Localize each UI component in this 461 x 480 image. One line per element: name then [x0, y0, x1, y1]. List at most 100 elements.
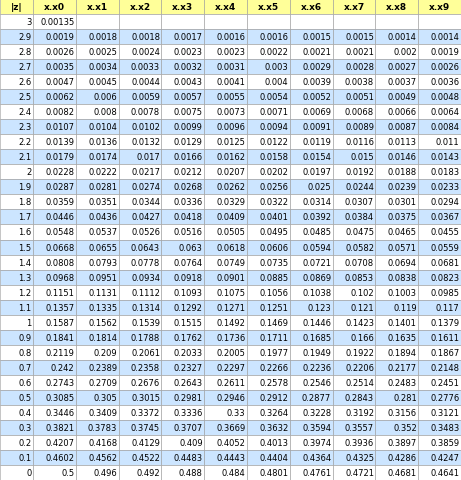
Text: 0.0485: 0.0485: [302, 228, 331, 237]
Text: 0.0436: 0.0436: [88, 213, 117, 222]
Text: 0.3: 0.3: [18, 423, 32, 432]
Text: 0.0244: 0.0244: [345, 183, 374, 192]
Text: 0.0336: 0.0336: [174, 198, 203, 207]
Text: 0.0183: 0.0183: [431, 168, 460, 177]
Bar: [118, 30, 161, 45]
Bar: [33, 390, 76, 405]
Bar: [332, 225, 375, 240]
Bar: [161, 210, 204, 225]
Text: 1.1: 1.1: [18, 303, 32, 312]
Bar: [290, 105, 332, 120]
Text: 0.0075: 0.0075: [174, 108, 203, 117]
Bar: [76, 465, 118, 480]
Text: 0.2981: 0.2981: [174, 393, 203, 402]
Bar: [418, 150, 461, 165]
Bar: [290, 390, 332, 405]
Text: 0.0188: 0.0188: [388, 168, 417, 177]
Text: 1: 1: [26, 318, 32, 327]
Bar: [204, 405, 247, 420]
Bar: [204, 255, 247, 270]
Text: 0.1: 0.1: [18, 453, 32, 462]
Bar: [204, 330, 247, 345]
Text: 0.0197: 0.0197: [302, 168, 331, 177]
Bar: [375, 0, 418, 15]
Text: 0.0043: 0.0043: [174, 78, 203, 87]
Bar: [161, 375, 204, 390]
Text: 0.2912: 0.2912: [260, 393, 289, 402]
Bar: [76, 405, 118, 420]
Bar: [0, 0, 33, 15]
Bar: [375, 360, 418, 375]
Text: 0.011: 0.011: [436, 138, 460, 147]
Bar: [118, 360, 161, 375]
Bar: [247, 30, 290, 45]
Text: 0.1894: 0.1894: [388, 348, 417, 357]
Text: 0.0749: 0.0749: [217, 258, 246, 267]
Bar: [118, 255, 161, 270]
Bar: [247, 165, 290, 180]
Text: 0.2709: 0.2709: [88, 378, 117, 387]
Bar: [33, 405, 76, 420]
Bar: [247, 450, 290, 465]
Text: 0.0222: 0.0222: [89, 168, 117, 177]
Bar: [33, 180, 76, 195]
Bar: [204, 420, 247, 435]
Text: 0.3264: 0.3264: [259, 408, 289, 417]
Bar: [33, 75, 76, 90]
Bar: [0, 105, 33, 120]
Bar: [204, 45, 247, 60]
Bar: [375, 165, 418, 180]
Bar: [204, 15, 247, 30]
Text: 0.0256: 0.0256: [260, 183, 289, 192]
Text: 0.0838: 0.0838: [388, 273, 417, 282]
Bar: [161, 60, 204, 75]
Bar: [332, 195, 375, 210]
Text: 0.0968: 0.0968: [45, 273, 74, 282]
Text: 0.0526: 0.0526: [131, 228, 160, 237]
Bar: [247, 270, 290, 285]
Bar: [375, 420, 418, 435]
Bar: [375, 450, 418, 465]
Bar: [247, 285, 290, 300]
Bar: [204, 285, 247, 300]
Text: 0.1056: 0.1056: [260, 288, 289, 297]
Bar: [375, 210, 418, 225]
Text: 0.00135: 0.00135: [40, 18, 74, 27]
Bar: [33, 150, 76, 165]
Bar: [418, 135, 461, 150]
Text: 0.0174: 0.0174: [88, 153, 117, 162]
Bar: [418, 300, 461, 315]
Text: 0.166: 0.166: [350, 333, 374, 342]
Bar: [204, 0, 247, 15]
Bar: [118, 375, 161, 390]
Text: 0.1762: 0.1762: [174, 333, 203, 342]
Text: 0.123: 0.123: [307, 303, 331, 312]
Text: 0.352: 0.352: [393, 423, 417, 432]
Bar: [0, 45, 33, 60]
Bar: [418, 240, 461, 255]
Text: 0.1814: 0.1814: [88, 333, 117, 342]
Text: 0.3745: 0.3745: [131, 423, 160, 432]
Text: 0.0069: 0.0069: [302, 108, 331, 117]
Text: 2.5: 2.5: [18, 93, 32, 102]
Bar: [247, 300, 290, 315]
Bar: [0, 330, 33, 345]
Bar: [290, 120, 332, 135]
Bar: [76, 30, 118, 45]
Text: 0.0027: 0.0027: [388, 63, 417, 72]
Bar: [332, 45, 375, 60]
Bar: [118, 450, 161, 465]
Text: 0.2266: 0.2266: [259, 363, 289, 372]
Text: 0.2676: 0.2676: [131, 378, 160, 387]
Text: 0.0571: 0.0571: [388, 243, 417, 252]
Text: 0.0054: 0.0054: [260, 93, 289, 102]
Bar: [204, 105, 247, 120]
Text: 0.4641: 0.4641: [431, 468, 460, 477]
Text: 0.0158: 0.0158: [260, 153, 289, 162]
Text: 0.0029: 0.0029: [302, 63, 331, 72]
Text: 0.0015: 0.0015: [345, 33, 374, 42]
Text: 0.0015: 0.0015: [302, 33, 331, 42]
Text: 0.4286: 0.4286: [388, 453, 417, 462]
Text: 0.0934: 0.0934: [131, 273, 160, 282]
Text: 0.002: 0.002: [393, 48, 417, 57]
